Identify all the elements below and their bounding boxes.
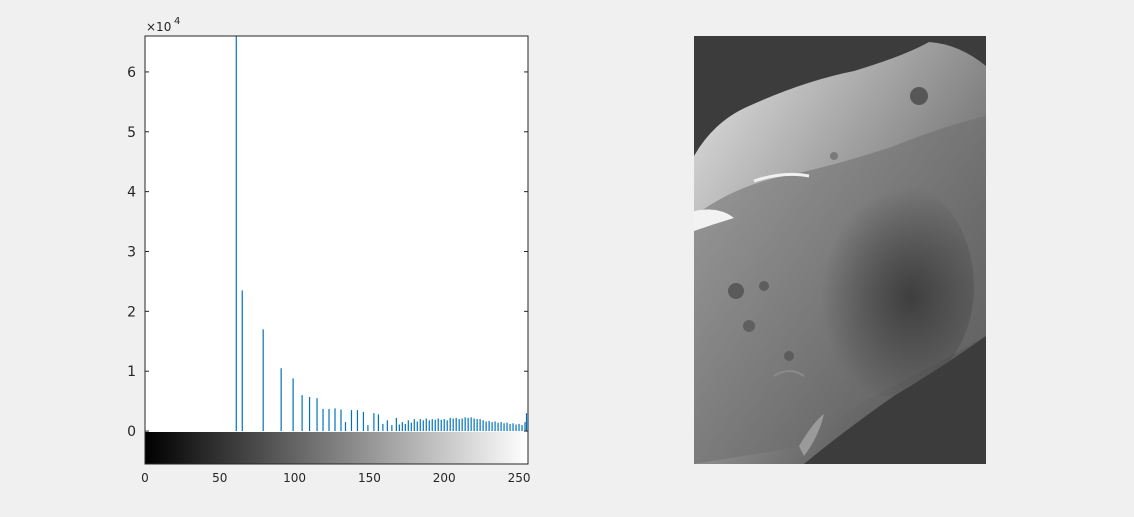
x-tick-label: 250	[508, 471, 531, 485]
grayscale-moon-image	[694, 36, 986, 464]
moon-surface-graphic	[694, 42, 986, 464]
y-exponent-base: ×10	[146, 20, 171, 34]
x-axis-ticks: 0 50 100 150 200 250	[141, 471, 530, 485]
colorbar	[145, 432, 528, 464]
bar-series	[235, 36, 528, 432]
x-tick-label: 50	[212, 471, 227, 485]
x-tick-label: 200	[433, 471, 456, 485]
y-exponent-label: ×10 4	[146, 16, 180, 34]
y-exponent-power: 4	[174, 16, 180, 27]
x-tick-label: 100	[283, 471, 306, 485]
y-tick-label: 5	[127, 125, 136, 141]
y-axis-ticks: 0 1 2 3 4 5 6	[127, 65, 528, 440]
y-tick-label: 6	[127, 65, 136, 81]
y-tick-label: 3	[127, 244, 136, 260]
y-tick-label: 4	[127, 185, 136, 201]
x-tick-label: 0	[141, 471, 149, 485]
y-tick-label: 0	[127, 424, 136, 440]
axes-box	[144, 35, 529, 465]
x-tick-label: 150	[358, 471, 381, 485]
y-tick-label: 1	[127, 364, 136, 380]
y-tick-label: 2	[127, 304, 136, 320]
plot-background	[145, 36, 528, 432]
